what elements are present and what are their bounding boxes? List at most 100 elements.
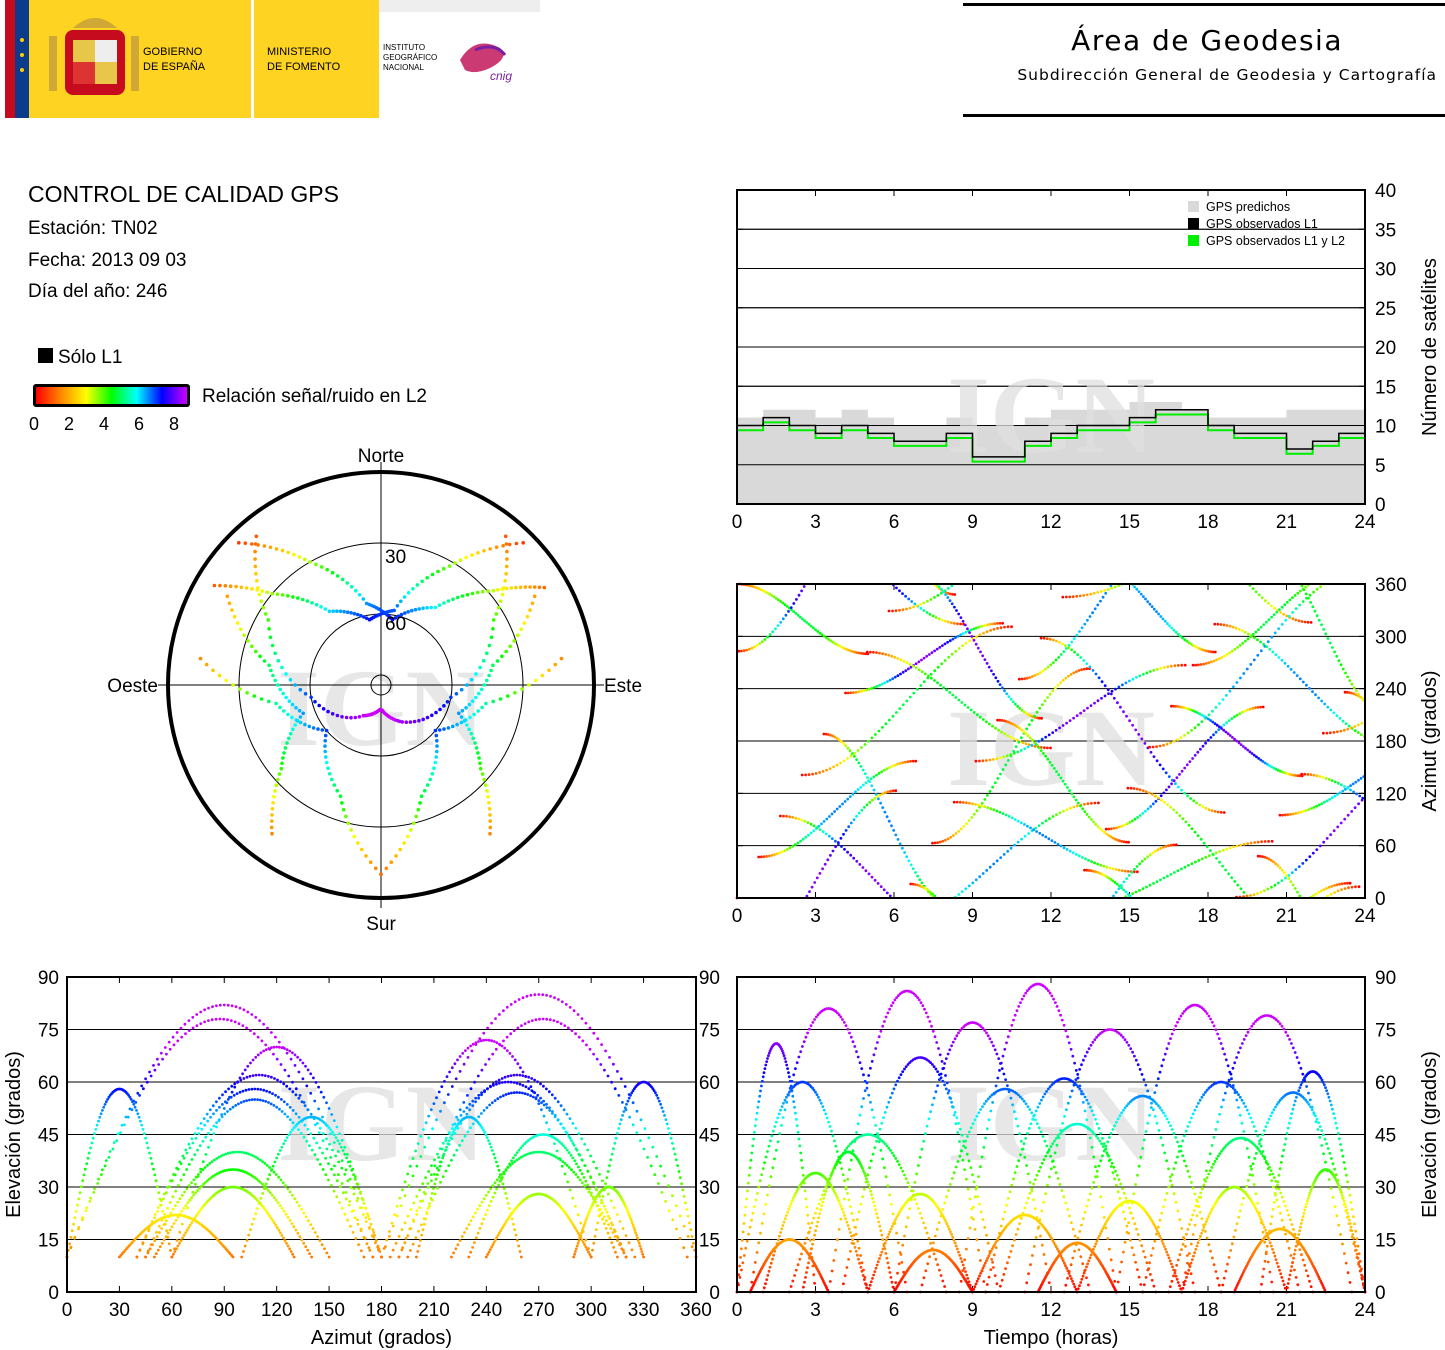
legend-swatch <box>1188 201 1199 212</box>
header-logos: GOBIERNO DE ESPAÑA MINISTERIO DE FOMENTO… <box>5 0 540 118</box>
azimuth-track <box>1213 622 1366 738</box>
elevaz-ylabel: Elevación (grados) <box>3 1051 25 1218</box>
y-tick-label-left: 75 <box>699 1021 720 1042</box>
y-tick-label: 15 <box>1375 1231 1396 1252</box>
sky-track <box>212 541 525 622</box>
elevtime-xlabel: Tiempo (horas) <box>984 1327 1119 1349</box>
y-tick-label: 15 <box>38 1231 59 1252</box>
azimuth-track <box>1017 584 1178 898</box>
y-tick-label: 300 <box>1375 627 1407 648</box>
azimuth-track <box>1300 772 1365 800</box>
colorbar-tick: 2 <box>64 414 75 434</box>
legend-label: GPS predichos <box>1206 200 1290 214</box>
y-tick-label: 45 <box>38 1126 59 1147</box>
label-south: Sur <box>366 914 396 935</box>
elevtime-track <box>892 1248 974 1294</box>
elevtime-track <box>1115 1003 1275 1294</box>
x-tick-label: 0 <box>732 1300 743 1321</box>
x-tick-label: 0 <box>62 1300 73 1321</box>
numsat-frame <box>736 189 1366 505</box>
azimuth-track <box>1126 583 1313 898</box>
elevaz-track <box>153 1168 313 1259</box>
y-tick-label: 120 <box>1375 784 1407 805</box>
gobierno-block <box>29 0 251 118</box>
cnig-text: cnig <box>490 69 512 83</box>
azimuth-track <box>844 621 1004 695</box>
y-tick-label: 75 <box>1375 1021 1396 1042</box>
x-tick-label: 6 <box>889 906 900 927</box>
elevaz-track <box>380 993 698 1259</box>
x-tick-label: 21 <box>1276 1300 1297 1321</box>
x-tick-label: 300 <box>575 1300 607 1321</box>
elevtime-track <box>827 989 987 1294</box>
y-tick-label: 60 <box>38 1073 59 1094</box>
elevtime-ylabel: Elevación (grados) <box>1419 1051 1441 1218</box>
station-label: Estación: TN02 <box>28 218 158 239</box>
azimuth-track <box>865 650 1052 750</box>
horizon-ring <box>166 470 596 900</box>
azimuth-track <box>931 667 1091 845</box>
azimuth-track <box>952 800 1139 874</box>
x-tick-label: 9 <box>967 1300 978 1321</box>
header-rule-bottom <box>963 114 1445 117</box>
y-tick-label: 25 <box>1375 299 1396 320</box>
y-tick-label: 40 <box>1375 181 1396 202</box>
x-tick-label: 9 <box>967 906 978 927</box>
elevation-azimuth-chart: 0 15 30 45 60 75 90 0 30 60 90 120 150 180 210 240 270 30… <box>3 968 712 1349</box>
azimuth-track <box>800 625 1013 777</box>
x-tick-label: 15 <box>1119 1300 1140 1321</box>
numsat-ylabel: Número de satélites <box>1419 258 1441 436</box>
y-tick-label-left: 45 <box>699 1126 720 1147</box>
sky-track <box>225 594 306 836</box>
elevtime-track <box>1180 1014 1354 1294</box>
elevtime-track <box>787 1133 948 1294</box>
y-tick-label: 360 <box>1375 575 1407 596</box>
ring-label-30: 30 <box>385 547 406 568</box>
x-tick-label: 12 <box>1040 1300 1061 1321</box>
x-tick-label: 0 <box>732 512 743 533</box>
x-tick-label: 21 <box>1276 512 1297 533</box>
x-tick-label: 330 <box>628 1300 660 1321</box>
azimuth-track <box>1170 704 1304 778</box>
snr-colorbar <box>33 384 190 407</box>
x-tick-label: 90 <box>214 1300 235 1321</box>
label-west: Oeste <box>107 676 158 697</box>
elevtime-track <box>997 1122 1158 1294</box>
gobierno-text-2: DE ESPAÑA <box>143 60 206 73</box>
elevtime-track <box>748 1007 909 1294</box>
colorbar-tick: 8 <box>169 414 180 434</box>
x-tick-label: 9 <box>967 512 978 533</box>
y-tick-label: 10 <box>1375 417 1396 438</box>
elevtime-track <box>866 1192 974 1294</box>
elevaz-track <box>144 1150 331 1259</box>
elevaz-track <box>380 1038 593 1259</box>
legend-label: GPS observados L1 <box>1206 217 1318 231</box>
date-label: Fecha: 2013 09 03 <box>28 250 187 271</box>
doy-label: Día del año: 246 <box>28 281 168 302</box>
header-rule-top <box>963 3 1445 6</box>
azimuth-frame <box>736 583 1366 899</box>
numsat-watermark: IGN <box>947 354 1155 476</box>
label-east: Este <box>604 676 642 697</box>
elevaz-track <box>135 1087 375 1259</box>
elevaz-track <box>170 1185 296 1259</box>
elevaz-track <box>589 1080 698 1259</box>
elevtime-track <box>748 1238 830 1294</box>
elevaz-track <box>484 1192 593 1259</box>
observed-l1-line <box>737 409 1365 458</box>
legend-swatch <box>1188 235 1199 246</box>
snr-label: Relación señal/ruido en L2 <box>202 386 427 407</box>
elevaz-track <box>144 1098 366 1259</box>
x-tick-label: 12 <box>1040 512 1061 533</box>
y-tick-label: 0 <box>1375 889 1386 910</box>
elevtime-track <box>761 1171 870 1294</box>
satellite-count-chart: 0 5 10 15 20 25 30 35 40 0 3 6 9 12 15 18 21 24 IGN GPS pre… <box>732 181 1441 533</box>
elevtime-track <box>735 1042 817 1294</box>
colorbar-tick: 4 <box>99 414 110 434</box>
azimuth-track <box>909 582 1043 898</box>
elevtime-track <box>1075 1199 1184 1294</box>
elevaz-track <box>572 1185 645 1259</box>
sky-track <box>380 534 509 724</box>
x-tick-label: 6 <box>889 1300 900 1321</box>
x-tick-label: 0 <box>732 906 743 927</box>
